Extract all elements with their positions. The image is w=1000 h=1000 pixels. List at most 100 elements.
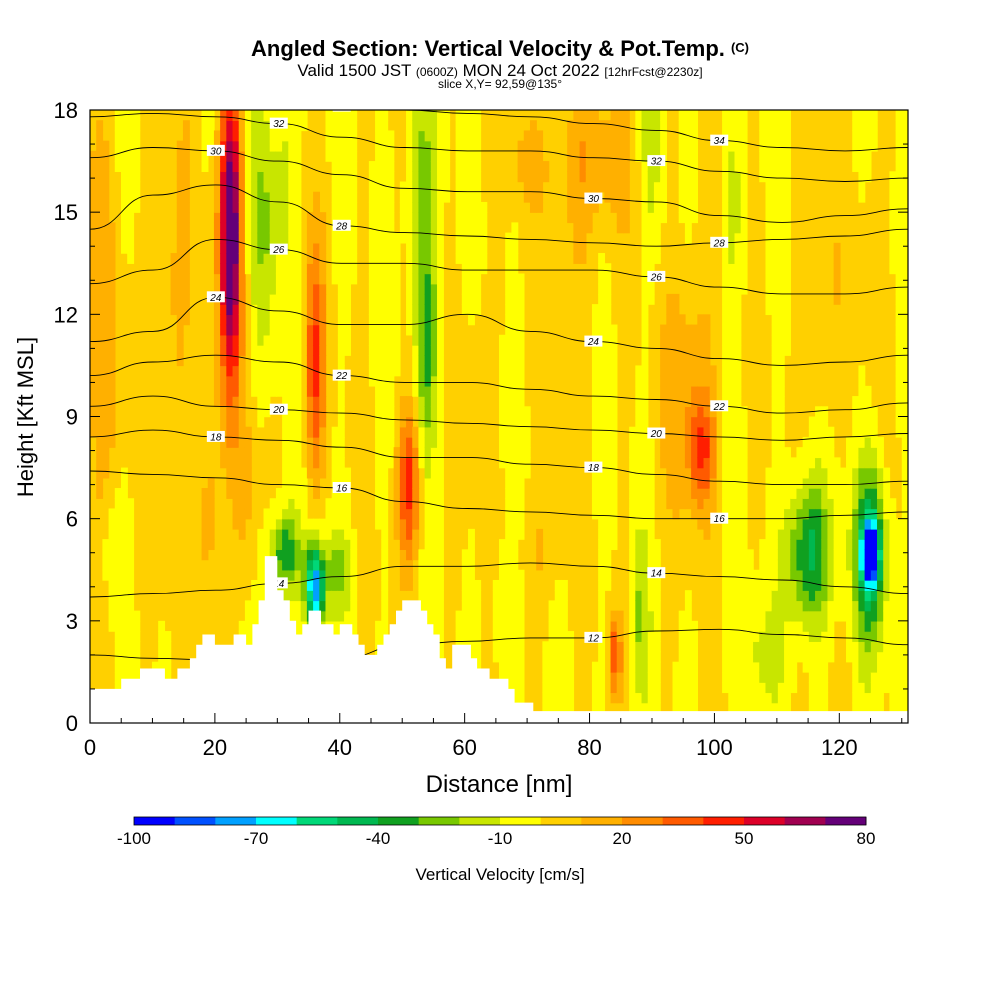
isentrope-label: 16	[714, 514, 726, 525]
colorbar-label: Vertical Velocity [cm/s]	[415, 865, 584, 884]
isentrope-contours: 1212141416161818202022222424262628283030…	[90, 102, 908, 666]
x-tick-label: 20	[203, 735, 227, 760]
isentrope-label: 34	[336, 102, 348, 113]
isentrope-14	[90, 562, 908, 598]
isentrope-label-bg	[584, 192, 603, 204]
isentrope-label-bg	[332, 482, 351, 494]
velocity-field	[90, 110, 908, 723]
colorbar-swatch	[825, 817, 867, 825]
colorbar-tick-label: 20	[613, 829, 632, 848]
y-tick-label: 12	[54, 302, 78, 327]
isentrope-26	[90, 238, 908, 295]
isentrope-22	[90, 354, 908, 414]
x-tick-label: 40	[328, 735, 352, 760]
colorbar-swatch	[703, 817, 745, 825]
isentrope-label: 14	[273, 579, 285, 590]
y-tick-label: 9	[66, 405, 78, 430]
colorbar-tick-label: 80	[857, 829, 876, 848]
isentrope-label-bg	[332, 219, 351, 231]
isentrope-label-bg	[584, 335, 603, 347]
isentrope-label-bg	[647, 567, 666, 579]
isentrope-34	[387, 110, 908, 152]
isentrope-label: 34	[714, 136, 726, 147]
x-tick-label: 80	[577, 735, 601, 760]
isentrope-label: 16	[336, 484, 348, 495]
x-tick-label: 120	[821, 735, 858, 760]
isentrope-28	[90, 184, 908, 247]
colorbar-swatch	[662, 817, 704, 825]
slice-label: slice X,Y= 92,59@135°	[437, 77, 563, 91]
colorbar-swatch	[174, 817, 216, 825]
colorbar-swatch	[744, 817, 786, 825]
isentrope-label: 32	[273, 119, 285, 130]
colorbar-swatch	[459, 817, 501, 825]
x-tick-label: 60	[452, 735, 476, 760]
x-tick-label: 100	[696, 735, 733, 760]
y-tick-label: 6	[66, 507, 78, 532]
colorbar-tick-label: -40	[366, 829, 391, 848]
isentrope-label: 24	[587, 337, 600, 348]
y-tick-label: 15	[54, 200, 78, 225]
colorbar-swatch	[134, 817, 176, 825]
isentrope-20	[90, 395, 908, 441]
y-axis-label: Height [Kft MSL]	[13, 337, 38, 497]
isentrope-label: 20	[650, 429, 663, 440]
y-tick-label: 0	[66, 711, 78, 736]
isentrope-label-bg	[647, 155, 666, 167]
colorbar-tick-label: -100	[117, 829, 151, 848]
isentrope-label: 22	[713, 402, 726, 413]
isentrope-16	[90, 470, 908, 520]
y-tick-label: 18	[54, 98, 78, 123]
y-tick-label: 3	[66, 609, 78, 634]
colorbar-swatch	[296, 817, 338, 825]
colorbar: -100 -70 -40 -10 20 50 80	[117, 816, 876, 848]
isentrope-label: 32	[651, 157, 663, 168]
isentrope-label-bg	[206, 144, 225, 156]
isentrope-label: 28	[713, 238, 726, 249]
isentrope-label-bg	[584, 631, 603, 643]
isentrope-label: 26	[272, 245, 285, 256]
isentrope-label-bg	[269, 577, 288, 589]
isentrope-label: 20	[272, 405, 285, 416]
isentrope-label-bg	[332, 110, 351, 112]
chart-title: Angled Section: Vertical Velocity & Pot.…	[251, 36, 749, 61]
isentrope-label: 18	[588, 463, 600, 474]
colorbar-swatch	[784, 817, 826, 825]
colorbar-tick-label: -10	[488, 829, 513, 848]
isentrope-label-bg	[710, 134, 729, 146]
colorbar-swatch	[215, 817, 257, 825]
colorbar-tick-label: 50	[735, 829, 754, 848]
colorbar-swatch	[378, 817, 420, 825]
isentrope-label: 26	[650, 272, 663, 283]
colorbar-frame	[133, 816, 867, 826]
isentrope-label-bg	[710, 400, 729, 412]
isentrope-label-bg	[269, 403, 288, 415]
colorbar-swatch	[418, 817, 460, 825]
isentrope-label: 18	[210, 432, 222, 443]
colorbar-tick-label: -70	[244, 829, 269, 848]
colorbar-swatch	[337, 817, 379, 825]
x-axis: 0 20 40 60 80 100 120	[84, 713, 903, 760]
colorbar-swatch	[540, 817, 582, 825]
isentrope-label: 30	[588, 194, 600, 205]
isentrope-label-bg	[647, 427, 666, 439]
isentrope-label-bg	[710, 236, 729, 248]
isentrope-label-bg	[269, 117, 288, 129]
isentrope-label-bg	[206, 291, 225, 303]
colorbar-swatch	[500, 817, 542, 825]
isentrope-label-bg	[710, 512, 729, 524]
terrain-mask	[90, 556, 908, 723]
colorbar-swatch	[256, 817, 298, 825]
isentrope-label: 14	[651, 569, 663, 580]
isentrope-label: 30	[210, 146, 222, 157]
colorbar-swatch	[581, 817, 623, 825]
isentrope-label: 28	[335, 221, 348, 232]
isentrope-label: 12	[588, 633, 600, 644]
isentrope-label: 24	[209, 293, 222, 304]
isentrope-32	[90, 112, 908, 182]
y-axis: 0 3 6 9 12 15 18	[54, 98, 908, 736]
chart-subtitle: Valid 1500 JST (0600Z) MON 24 Oct 2022 […	[297, 61, 703, 80]
x-axis-label: Distance [nm]	[426, 771, 573, 798]
isentrope-label-bg	[206, 430, 225, 442]
colorbar-swatch	[622, 817, 664, 825]
